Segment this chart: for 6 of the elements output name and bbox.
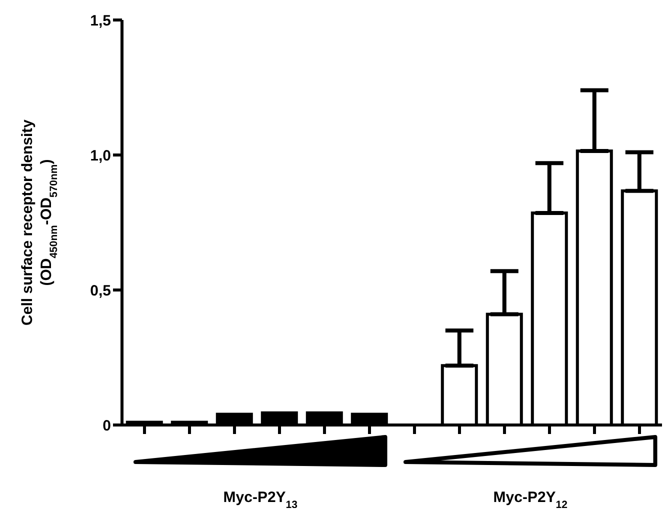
text: Myc-P2Y$_{12}$ xyxy=(493,489,568,511)
y-tick-label: 1,5 xyxy=(90,12,111,30)
y-tick-label: 0 xyxy=(102,417,111,434)
y-tick-label: 0,5 xyxy=(90,282,111,300)
y-tick-label: 1,0 xyxy=(90,147,111,164)
text: Myc-P2Y$_{13}$ xyxy=(223,489,298,511)
